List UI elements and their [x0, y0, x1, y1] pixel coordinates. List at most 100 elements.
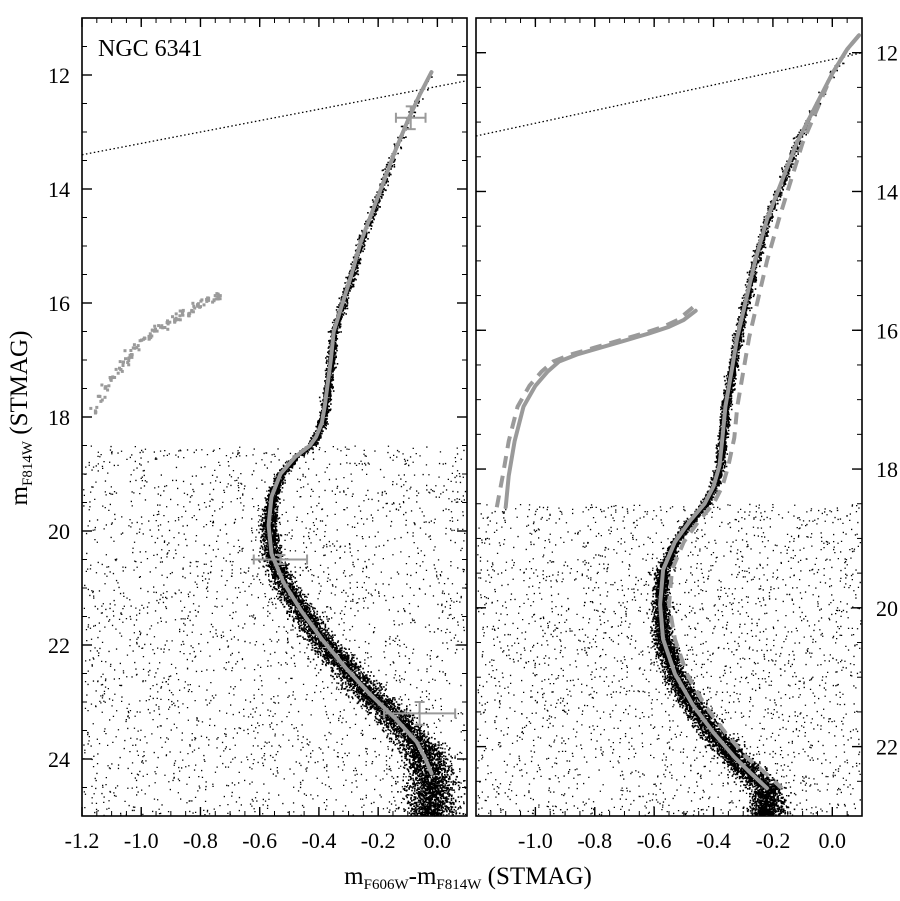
hb-point: [127, 359, 131, 363]
hb-point: [191, 310, 195, 314]
hb-point: [200, 298, 204, 302]
hb-point: [159, 325, 163, 329]
hb-point: [109, 378, 113, 382]
hb-point: [211, 300, 215, 304]
hb-point: [212, 298, 216, 302]
left-star-scatter: [83, 76, 467, 817]
right-reference-line: [475, 52, 863, 137]
x-tick-label: -0.8: [577, 828, 612, 853]
hb-point: [135, 346, 139, 349]
hb-point: [177, 318, 181, 322]
y-tick-label: 18: [48, 405, 70, 430]
hb-point: [155, 329, 159, 333]
error-bar: [394, 105, 427, 131]
hb-point: [174, 316, 178, 320]
hb-point: [113, 376, 117, 379]
hb-line-dashed: [494, 300, 700, 508]
hb-point: [178, 318, 182, 322]
fiducial-solid: [658, 33, 861, 791]
left-panel: -1.2 -1.0 -0.8 -0.6 -0.4 -0.2 0.0 12 14 16 18 20 22 2…: [48, 17, 468, 853]
hb-point: [181, 308, 185, 312]
hb-point: [178, 314, 182, 318]
hb-point: [173, 319, 177, 323]
hb-line-solid: [503, 308, 698, 510]
hb-point: [124, 357, 127, 361]
y-tick-label: 14: [48, 177, 70, 202]
y-tick-label: 22: [48, 633, 70, 658]
left-axis-ticks: -1.2 -1.0 -0.8 -0.6 -0.4 -0.2 0.0 12 14 16 18 20 22 2…: [48, 17, 468, 853]
hb-point: [150, 328, 154, 332]
hb-point: [157, 324, 161, 328]
x-tick-label: -1.0: [124, 828, 159, 853]
hb-point: [187, 312, 191, 316]
hb-point: [100, 383, 104, 387]
hb-point: [207, 296, 211, 300]
y-tick-label: 20: [48, 519, 70, 544]
hb-point: [127, 363, 131, 367]
hb-point: [104, 385, 108, 389]
y-tick-label: 22: [876, 735, 898, 760]
hb-point: [166, 319, 169, 323]
hb-point: [196, 302, 200, 306]
hb-point: [133, 346, 137, 350]
hb-point: [218, 297, 222, 301]
hb-point: [202, 303, 206, 307]
hb-point: [108, 376, 112, 379]
y-axis-title: mF814W (STMAG): [6, 331, 36, 506]
hb-point: [166, 327, 170, 331]
hb-point: [148, 332, 152, 336]
hb-point: [121, 364, 125, 367]
hb-point: [171, 315, 174, 319]
left-plot-frame: [81, 17, 468, 817]
hb-point: [214, 297, 218, 301]
hb-point: [99, 399, 103, 403]
x-tick-label: -0.6: [637, 828, 672, 853]
y-tick-label: 12: [48, 63, 70, 88]
reference-dotted-line: [81, 80, 468, 156]
x-tick-label: -0.8: [183, 828, 218, 853]
x-tick-label: -1.0: [518, 828, 553, 853]
hb-point: [129, 349, 133, 352]
error-bar: [383, 701, 457, 726]
hb-point: [89, 406, 93, 410]
hb-point: [123, 349, 127, 353]
hb-point: [114, 367, 118, 371]
hb-point: [130, 353, 134, 357]
hb-point: [95, 405, 99, 409]
hb-point: [174, 312, 178, 316]
hb-point: [217, 294, 221, 298]
right-plot-frame: [475, 17, 863, 817]
hb-point: [137, 348, 141, 352]
right-fiducial-lines: [494, 33, 861, 791]
hb-point: [181, 313, 185, 317]
y-tick-label: 16: [876, 318, 898, 343]
hb-point: [106, 388, 110, 392]
hb-point: [143, 336, 147, 340]
y-tick-label: 20: [876, 596, 898, 621]
hb-point: [205, 297, 209, 301]
hb-point: [192, 304, 196, 308]
hb-point: [120, 369, 124, 373]
hb-point: [187, 314, 191, 318]
hb-point: [131, 346, 135, 350]
hb-point: [94, 410, 98, 414]
hb-point: [140, 338, 144, 342]
hb-point: [122, 360, 125, 364]
hb-point: [205, 299, 209, 303]
fiducial-dashed: [667, 34, 861, 790]
star-points: [477, 46, 862, 817]
hb-point: [119, 368, 123, 372]
hb-point: [103, 386, 107, 390]
hb-point: [111, 375, 115, 379]
hb-point: [199, 305, 202, 309]
hb-point: [150, 334, 154, 338]
hb-point: [196, 304, 200, 308]
hb-point: [154, 327, 157, 331]
hb-point: [153, 324, 157, 328]
x-tick-label: -0.2: [361, 828, 396, 853]
right-axis-ticks: -1.0 -0.8 -0.6 -0.4 -0.2 0.0 12 14 16 18 20 22: [475, 17, 898, 853]
hb-point: [126, 361, 130, 364]
hb-point: [116, 371, 120, 375]
hb-point: [218, 294, 222, 298]
